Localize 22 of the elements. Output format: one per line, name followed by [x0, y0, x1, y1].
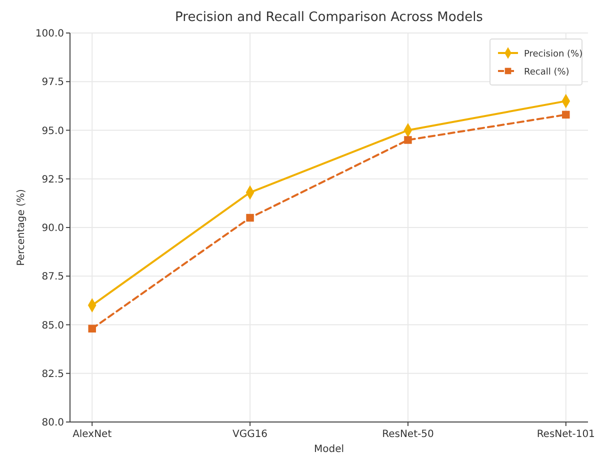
y-axis-title: Percentage (%)	[16, 189, 27, 266]
point	[562, 110, 570, 119]
y-tick-label: 92.5	[42, 174, 64, 186]
y-tick-label: 95.0	[42, 126, 64, 137]
x-axis-title: Model	[314, 444, 344, 455]
x-tick-label: ResNet-101	[536, 429, 595, 440]
y-tick-label: 87.5	[42, 272, 64, 283]
legend-label: Recall (%)	[524, 68, 570, 78]
y-tick-label: 80.0	[42, 418, 64, 428]
y-tick-label: 90.0	[42, 223, 64, 234]
y-tick-label: 100.0	[35, 28, 64, 40]
chart-title: Precision and Recall Comparison Across Models	[175, 10, 484, 25]
point	[246, 214, 254, 222]
x-tick-label: ResNet-50	[382, 429, 434, 440]
point	[88, 324, 96, 333]
y-tick-label: 97.5	[42, 77, 64, 88]
y-tick-label: 85.0	[42, 320, 64, 332]
x-tick-label: VGG16	[232, 429, 268, 440]
point	[404, 136, 412, 144]
legend-label: Precision (%)	[524, 50, 583, 60]
x-tick-label: AlexNet	[72, 429, 112, 440]
y-tick-label: 82.5	[42, 368, 64, 380]
